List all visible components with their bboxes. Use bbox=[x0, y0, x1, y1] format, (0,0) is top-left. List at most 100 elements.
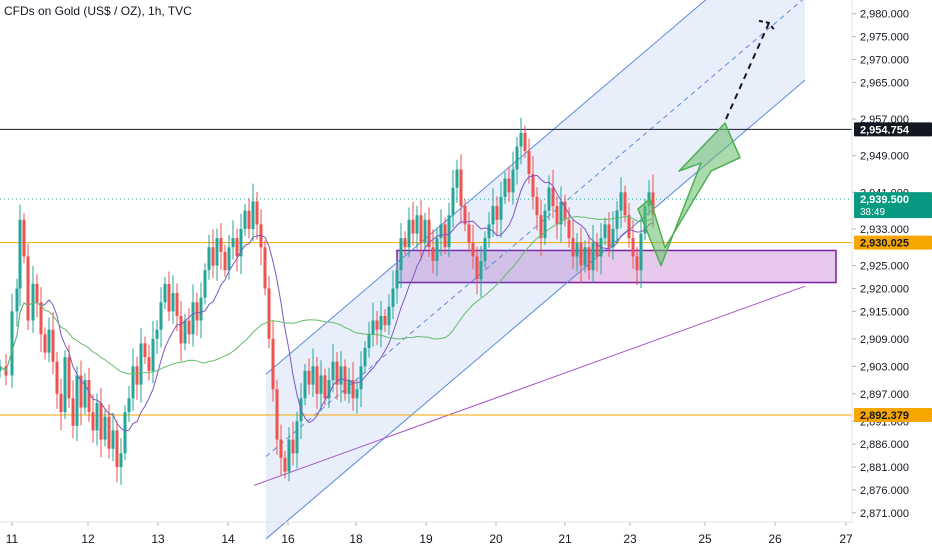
candle-body bbox=[303, 370, 307, 399]
candle-body bbox=[75, 375, 79, 426]
candle-body bbox=[271, 338, 275, 390]
price-label-value: 2,939.500 bbox=[860, 194, 909, 206]
candle-body bbox=[427, 219, 431, 248]
x-tick-label: 14 bbox=[221, 532, 235, 546]
candle-body bbox=[151, 338, 155, 371]
candle-body bbox=[135, 366, 139, 385]
candle-body bbox=[583, 247, 587, 266]
candle-body bbox=[551, 187, 555, 207]
candle-body bbox=[255, 201, 259, 225]
candle-body bbox=[235, 238, 239, 257]
candle-body bbox=[435, 238, 439, 261]
candle-body bbox=[511, 169, 515, 193]
candle-body bbox=[127, 398, 131, 413]
y-tick-label: 2,949.000 bbox=[860, 151, 909, 163]
candle-body bbox=[451, 187, 455, 216]
candle-body bbox=[467, 224, 471, 243]
candle-body bbox=[79, 375, 83, 408]
candle-body bbox=[571, 238, 575, 257]
candle-body bbox=[391, 288, 395, 307]
candle-body bbox=[147, 357, 151, 371]
zone-layer bbox=[396, 249, 837, 284]
candle-body bbox=[367, 334, 371, 348]
candle-body bbox=[323, 375, 327, 399]
candle-body bbox=[543, 210, 547, 239]
candle-body bbox=[371, 320, 375, 335]
candle-body bbox=[131, 366, 135, 399]
candle-body bbox=[239, 228, 243, 257]
candle-body bbox=[159, 302, 163, 330]
candle-body bbox=[439, 224, 443, 239]
candle-body bbox=[47, 329, 51, 353]
candle-body bbox=[351, 380, 355, 399]
candle-body bbox=[155, 329, 159, 339]
regression-channel-mid bbox=[265, 0, 804, 457]
candle-body bbox=[523, 132, 527, 152]
candle-body bbox=[619, 192, 623, 211]
candle-body bbox=[31, 283, 35, 321]
candles bbox=[0, 117, 655, 485]
candle-body bbox=[455, 169, 459, 188]
candle-body bbox=[191, 302, 195, 335]
y-tick-label: 2,965.000 bbox=[860, 77, 909, 89]
candle-body bbox=[139, 343, 143, 385]
candle-body bbox=[419, 215, 423, 243]
candle-body bbox=[103, 416, 107, 440]
candle-body bbox=[143, 343, 147, 358]
y-tick-label: 2,980.000 bbox=[860, 9, 909, 21]
regression-channel-upper bbox=[265, 0, 707, 375]
candle-body bbox=[479, 261, 483, 280]
candle-body bbox=[167, 283, 171, 312]
candle-body bbox=[527, 151, 531, 174]
candle-body bbox=[519, 132, 523, 147]
candle-body bbox=[487, 224, 491, 239]
candle-body bbox=[355, 389, 359, 399]
projection-dashed-arrowhead bbox=[758, 19, 776, 32]
candle-body bbox=[26, 256, 30, 321]
candle-body bbox=[447, 215, 451, 248]
y-tick-label: 2,920.000 bbox=[860, 283, 909, 295]
candle-body bbox=[631, 238, 635, 257]
candle-body bbox=[183, 320, 187, 344]
x-tick-label: 12 bbox=[81, 532, 95, 546]
projection-green-arrow bbox=[637, 122, 741, 267]
candle-body bbox=[263, 247, 267, 289]
candle-body bbox=[535, 196, 539, 216]
x-tick-label: 13 bbox=[151, 532, 165, 546]
price-label-bg bbox=[854, 235, 932, 250]
x-tick-label: 20 bbox=[489, 532, 503, 546]
x-tick-label: 16 bbox=[281, 532, 295, 546]
candle-body bbox=[0, 366, 2, 371]
candle-body bbox=[563, 201, 567, 220]
candle-body bbox=[339, 366, 343, 385]
y-tick-label: 2,881.000 bbox=[860, 462, 909, 474]
projection-layer bbox=[637, 19, 776, 267]
candle-body bbox=[495, 206, 499, 220]
candle-body bbox=[539, 215, 543, 239]
candle-body bbox=[471, 242, 475, 257]
candle-body bbox=[111, 430, 115, 449]
y-tick-label: 2,876.000 bbox=[860, 485, 909, 497]
candle-body bbox=[227, 247, 231, 271]
candle-body bbox=[63, 357, 67, 413]
price-label-bg bbox=[854, 407, 932, 422]
candle-body bbox=[407, 219, 411, 248]
y-tick-label: 2,897.000 bbox=[860, 389, 909, 401]
candle-body bbox=[615, 210, 619, 229]
candle-body bbox=[39, 302, 43, 335]
candle-body bbox=[491, 206, 495, 225]
candle-body bbox=[18, 219, 22, 289]
candle-body bbox=[199, 297, 203, 321]
regression-channel-fill bbox=[266, 0, 805, 539]
candle-body bbox=[387, 306, 391, 326]
support-zone bbox=[396, 249, 837, 284]
candle-body bbox=[639, 233, 643, 271]
y-tick-label: 2,871.000 bbox=[860, 508, 909, 520]
candle-body bbox=[375, 320, 379, 330]
candle-body bbox=[587, 247, 591, 271]
candle-body bbox=[55, 361, 59, 394]
y-tick-label: 2,909.000 bbox=[860, 334, 909, 346]
y-tick-label: 2,975.000 bbox=[860, 32, 909, 44]
